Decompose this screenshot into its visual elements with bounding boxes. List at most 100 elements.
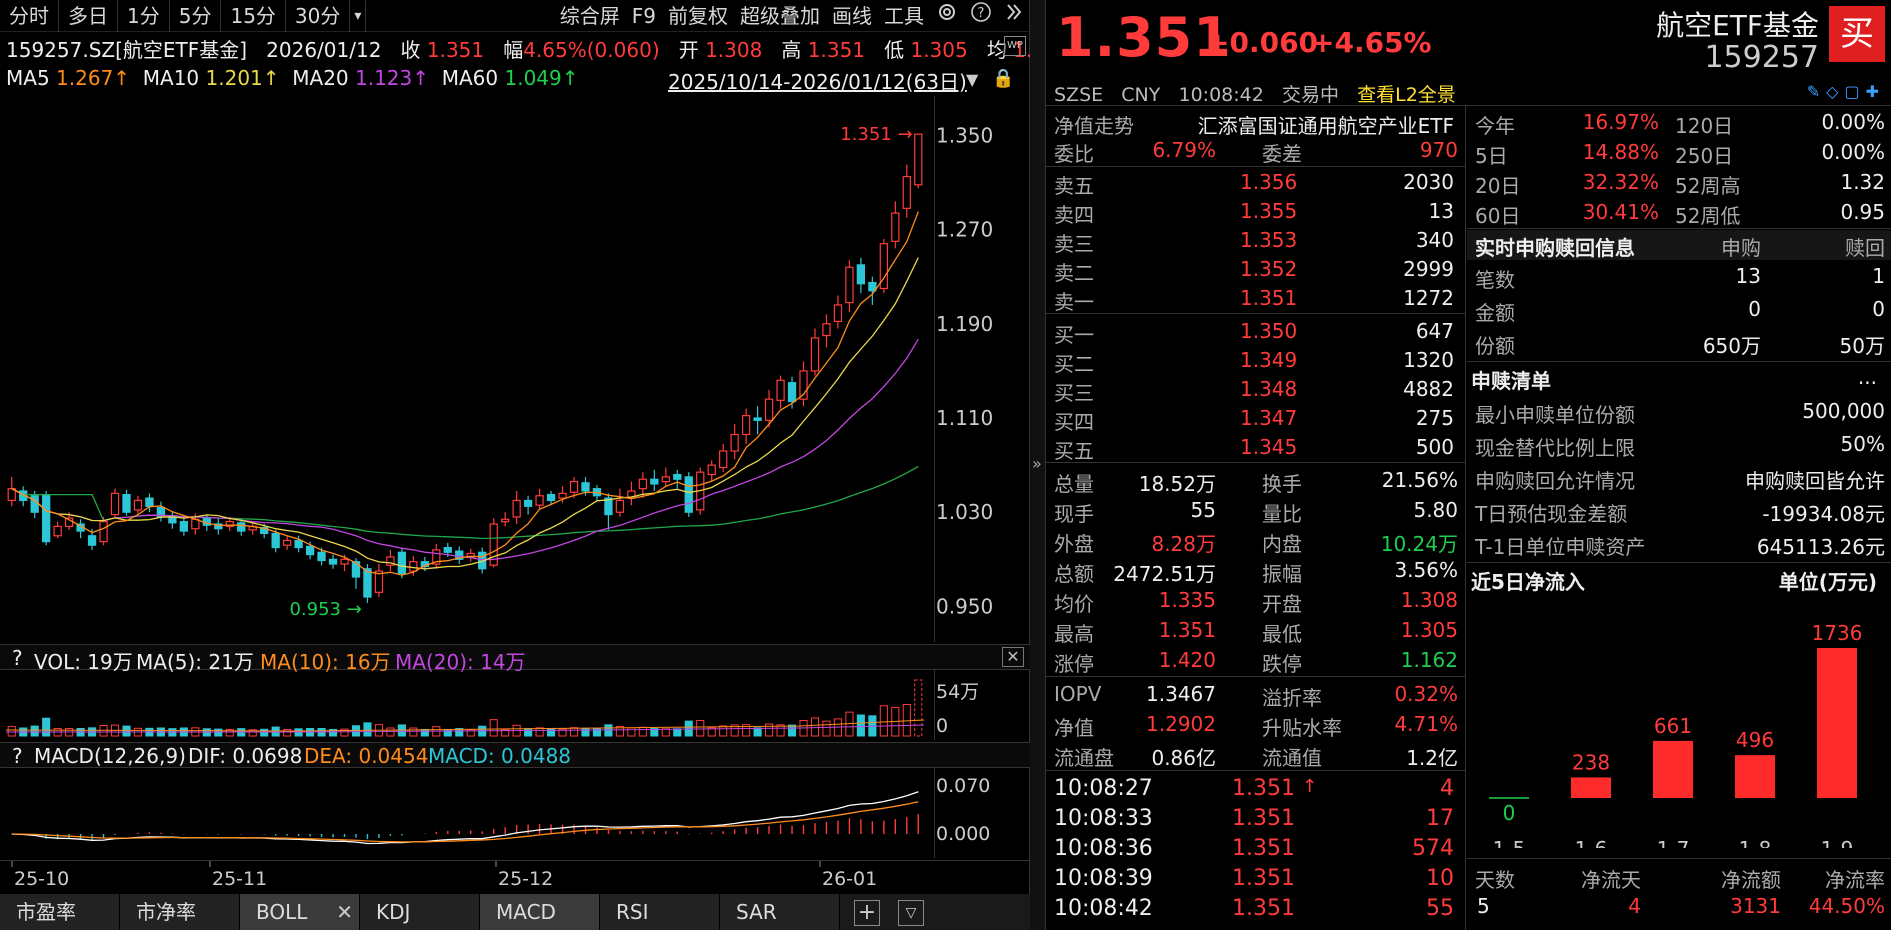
candle-body	[340, 558, 349, 565]
tab-rsi[interactable]: RSI	[600, 894, 720, 930]
row-label: 跌停	[1262, 652, 1302, 676]
list-value: 645113.26元	[1756, 535, 1885, 559]
volume-bar	[122, 725, 131, 737]
tab-sar[interactable]: SAR	[720, 894, 840, 930]
candle-body	[822, 323, 831, 337]
list-value: 50%	[1840, 432, 1885, 456]
composite-screen-button[interactable]: 综合屏	[559, 4, 620, 28]
volume-bar	[707, 727, 716, 737]
range-dropdown-icon[interactable]: ▼	[966, 70, 979, 89]
last-price: 1.351	[1056, 6, 1232, 69]
ask-label: 卖五	[1054, 174, 1094, 198]
list-header: 申赎清单...	[1467, 363, 1891, 393]
list-row: T日预估现金差额 -19934.08元	[1467, 496, 1891, 526]
tab-multiday[interactable]: 多日	[59, 0, 118, 32]
window-mode-icon[interactable]: WP	[1004, 36, 1026, 56]
macd-dif: DIF: 0.0698	[188, 744, 303, 768]
collapse-chevron-icon[interactable]: »	[1032, 454, 1042, 473]
candle-body	[868, 281, 877, 292]
buy-button[interactable]: 买	[1829, 6, 1885, 62]
tab-boll[interactable]: BOLL ✕	[240, 894, 360, 930]
settings-gear-icon[interactable]	[930, 0, 964, 32]
add-indicator-icon[interactable]: +	[854, 900, 880, 926]
help-icon[interactable]: ?	[964, 0, 998, 32]
list-row: T-1日单位申赎资产 645113.26元	[1467, 529, 1891, 559]
row-label: 流通值	[1262, 746, 1322, 770]
inflow-category-label: 1-8	[1739, 837, 1772, 848]
order-book-column: 净值走势 汇添富国证通用航空产业ETF 委比 6.79% 委差 970 卖五 1.356 203…	[1046, 106, 1466, 930]
ask-volume: 340	[1415, 228, 1454, 252]
inflow-bar	[1817, 648, 1857, 798]
tab-1min[interactable]: 1分	[118, 0, 170, 32]
ask-volume: 2030	[1403, 170, 1454, 194]
perf-label: 120日	[1675, 114, 1734, 138]
more-indicator-chevron-icon[interactable]: ▽	[898, 900, 924, 926]
close-tab-icon[interactable]: ✕	[336, 900, 353, 924]
bid-row: 买一 1.350 647	[1046, 317, 1466, 347]
f9-button[interactable]: F9	[631, 4, 656, 28]
tab-pb[interactable]: 市净率	[120, 894, 240, 930]
candle-body	[661, 476, 670, 483]
tab-kdj[interactable]: KDJ	[360, 894, 480, 930]
bid-label: 买一	[1054, 323, 1094, 347]
candle-body	[305, 545, 315, 556]
row-value: 1.162	[1400, 648, 1458, 672]
tools-button[interactable]: 工具	[884, 4, 924, 28]
low-label: 低	[884, 38, 905, 62]
copy-icon[interactable]: ▢	[1844, 82, 1866, 101]
period-toolbar: 分时 多日 1分 5分 15分 30分 ▾ 综合屏 F9 前复权 超级叠加 画线…	[0, 0, 1030, 32]
vol-tick-zero: 0	[936, 715, 948, 737]
perf-value: 0.00%	[1821, 110, 1885, 134]
volume-bar	[328, 728, 338, 737]
tick-row: 10:08:27 1.351 ↑ 4	[1046, 774, 1466, 804]
edit-icon[interactable]: ✎	[1806, 82, 1827, 101]
sub-title: 实时申购赎回信息	[1475, 236, 1635, 260]
tab-5min[interactable]: 5分	[170, 0, 222, 32]
perf-value: 0.95	[1840, 200, 1885, 224]
tab-pe[interactable]: 市盈率	[0, 894, 120, 930]
row-value: 0.86亿	[1151, 746, 1216, 770]
tab-fenshi[interactable]: 分时	[0, 0, 59, 32]
bid-volume: 275	[1415, 406, 1454, 430]
period-dropdown-icon[interactable]: ▾	[350, 0, 367, 32]
tab-macd[interactable]: MACD	[480, 894, 600, 930]
perf-label: 今年	[1475, 114, 1515, 138]
date-range-selector[interactable]: 2025/10/14-2026/01/12(63日)	[668, 70, 967, 94]
volume-help-icon[interactable]: ?	[12, 646, 23, 670]
kline-chart[interactable]: 1.350 1.270 1.190 1.110 1.030 0.950 1.351 → 0.9…	[0, 96, 1030, 642]
perf-label: 52周高	[1675, 174, 1741, 198]
candle-body	[856, 264, 866, 285]
divider	[1046, 676, 1466, 677]
quote-row: 涨停 1.420 跌停 1.162	[1046, 646, 1466, 676]
row-value: 1.420	[1158, 648, 1216, 672]
adjust-button[interactable]: 前复权	[668, 4, 728, 28]
candle-body	[707, 464, 716, 476]
ask-label: 卖三	[1054, 232, 1094, 256]
perf-row: 5日 14.88% 250日 0.00%	[1467, 138, 1891, 168]
candle-body	[133, 499, 143, 511]
avg-label: 均	[986, 38, 1007, 62]
overlay-button[interactable]: 超级叠加	[740, 4, 820, 28]
draw-line-button[interactable]: 画线	[832, 4, 872, 28]
row-value: 1.3467	[1146, 682, 1216, 706]
bid-row: 买四 1.347 275	[1046, 404, 1466, 434]
y-tick-label: 0.950	[936, 594, 993, 618]
volume-bar	[569, 727, 579, 737]
sub-label: 笔数	[1475, 268, 1515, 292]
indicator-tabs: 市盈率 市净率 BOLL ✕ KDJ MACD RSI SAR + ▽	[0, 894, 1030, 930]
y-tick-label: 1.110	[936, 406, 993, 430]
panel-collapse-handle[interactable]: »	[1030, 0, 1046, 930]
inflow-category-label: 1-7	[1657, 837, 1690, 848]
tab-15min[interactable]: 15分	[221, 0, 286, 32]
ma5-label: MA5	[6, 66, 50, 90]
macd-help-icon[interactable]: ?	[12, 744, 23, 768]
tab-30min[interactable]: 30分	[286, 0, 351, 32]
alert-icon[interactable]: ◇	[1826, 82, 1845, 101]
add-icon[interactable]: ✚	[1865, 82, 1885, 101]
lock-icon[interactable]: 🔒	[992, 68, 1015, 89]
close-indicator-icon[interactable]: ✕	[1002, 647, 1024, 667]
volume-bar	[455, 727, 464, 737]
macd-tick-top: 0.070	[936, 775, 990, 797]
l2-link[interactable]: 查看L2全景	[1357, 84, 1456, 106]
expand-chevron-icon[interactable]	[998, 0, 1030, 32]
